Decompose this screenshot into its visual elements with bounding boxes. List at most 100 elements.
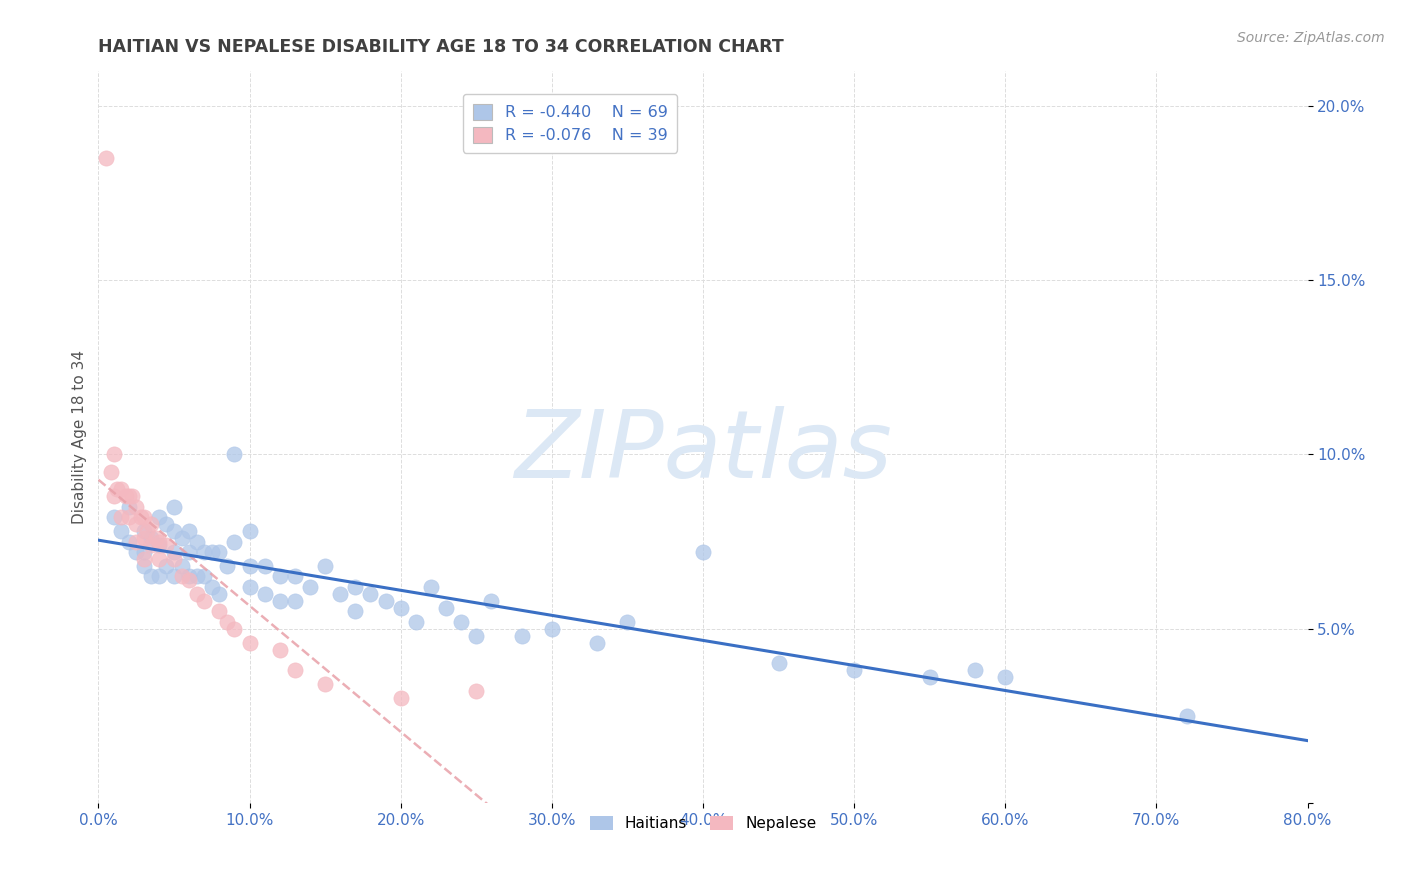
Point [269, 642, 291, 657]
Point [269, 569, 291, 583]
Point [170, 531, 193, 545]
Point [344, 604, 367, 618]
Point [155, 558, 177, 573]
Point [148, 534, 170, 549]
Point [420, 580, 443, 594]
Point [224, 534, 246, 549]
Text: ZIPatlas: ZIPatlas [515, 406, 891, 497]
Point [844, 664, 866, 678]
Point [215, 558, 238, 573]
Point [239, 635, 262, 649]
Point [163, 500, 186, 514]
Point [616, 615, 638, 629]
Point [94, 152, 117, 166]
Point [155, 538, 177, 552]
Point [201, 580, 224, 594]
Point [450, 615, 472, 629]
Point [239, 524, 262, 538]
Point [434, 600, 457, 615]
Point [148, 510, 170, 524]
Point [179, 524, 201, 538]
Point [103, 489, 125, 503]
Point [193, 569, 215, 583]
Point [129, 510, 152, 524]
Point [125, 534, 148, 549]
Point [314, 558, 336, 573]
Point [405, 615, 427, 629]
Point [132, 524, 155, 538]
Point [208, 604, 231, 618]
Legend: Haitians, Nepalese: Haitians, Nepalese [582, 809, 824, 839]
Point [193, 594, 215, 608]
Point [299, 580, 322, 594]
Point [132, 510, 155, 524]
Point [103, 448, 125, 462]
Point [201, 545, 224, 559]
Point [179, 573, 201, 587]
Text: HAITIAN VS NEPALESE DISABILITY AGE 18 TO 34 CORRELATION CHART: HAITIAN VS NEPALESE DISABILITY AGE 18 TO… [98, 38, 785, 56]
Point [170, 558, 193, 573]
Point [141, 531, 163, 545]
Point [692, 545, 714, 559]
Y-axis label: Disability Age 18 to 34: Disability Age 18 to 34 [72, 350, 87, 524]
Point [374, 594, 396, 608]
Point [141, 538, 163, 552]
Point [132, 558, 155, 573]
Point [103, 510, 125, 524]
Point [118, 510, 141, 524]
Point [125, 500, 148, 514]
Point [215, 615, 238, 629]
Point [208, 587, 231, 601]
Point [224, 448, 246, 462]
Point [135, 524, 157, 538]
Point [179, 545, 201, 559]
Point [145, 531, 167, 545]
Point [994, 670, 1017, 684]
Point [284, 664, 307, 678]
Point [344, 580, 367, 594]
Point [141, 569, 163, 583]
Point [253, 558, 276, 573]
Point [118, 500, 141, 514]
Point [224, 622, 246, 636]
Point [163, 524, 186, 538]
Point [110, 524, 132, 538]
Point [208, 545, 231, 559]
Point [110, 483, 132, 497]
Point [918, 670, 941, 684]
Point [125, 517, 148, 532]
Point [125, 545, 148, 559]
Point [186, 569, 208, 583]
Point [110, 510, 132, 524]
Point [148, 569, 170, 583]
Point [965, 664, 987, 678]
Point [465, 629, 488, 643]
Text: Source: ZipAtlas.com: Source: ZipAtlas.com [1237, 31, 1385, 45]
Point [284, 594, 307, 608]
Point [465, 684, 488, 698]
Point [284, 569, 307, 583]
Point [132, 545, 155, 559]
Point [1175, 708, 1198, 723]
Point [389, 691, 412, 706]
Point [132, 552, 155, 566]
Point [540, 622, 562, 636]
Point [360, 587, 382, 601]
Point [163, 569, 186, 583]
Point [269, 594, 291, 608]
Point [148, 538, 170, 552]
Point [163, 552, 186, 566]
Point [389, 600, 412, 615]
Point [329, 587, 352, 601]
Point [586, 635, 609, 649]
Point [239, 580, 262, 594]
Point [141, 517, 163, 532]
Point [170, 569, 193, 583]
Point [186, 587, 208, 601]
Point [481, 594, 503, 608]
Point [132, 531, 155, 545]
Point [114, 489, 136, 503]
Point [510, 629, 533, 643]
Point [193, 545, 215, 559]
Point [314, 677, 336, 691]
